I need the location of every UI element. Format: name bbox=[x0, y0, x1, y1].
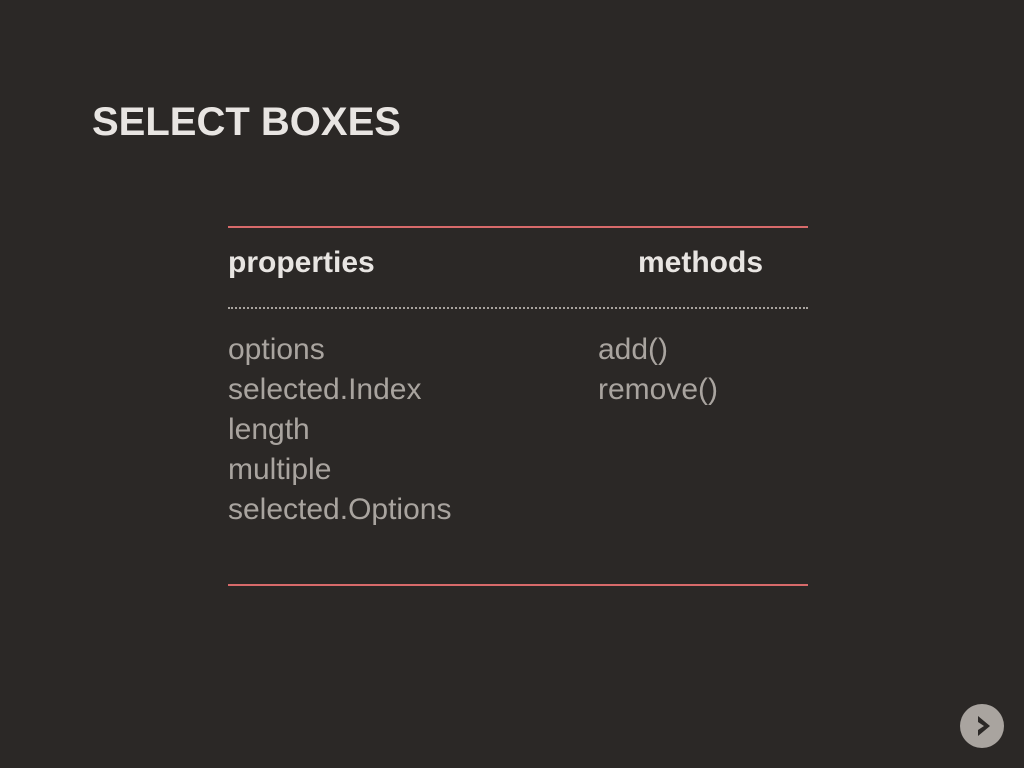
arrow-right-circle-icon bbox=[960, 704, 1004, 748]
reference-table: properties methods options selected.Inde… bbox=[228, 0, 808, 768]
column-body-methods: add() remove() bbox=[598, 330, 718, 410]
column-header-methods: methods bbox=[638, 246, 763, 280]
column-header-properties: properties bbox=[228, 246, 375, 280]
method-item: add() bbox=[598, 330, 718, 370]
method-item: remove() bbox=[598, 370, 718, 410]
table-rule-bottom bbox=[228, 584, 808, 586]
property-item: selected.Index bbox=[228, 370, 451, 410]
next-slide-button[interactable] bbox=[960, 704, 1004, 748]
slide: SELECT BOXES properties methods options … bbox=[0, 0, 1024, 768]
table-rule-top bbox=[228, 226, 808, 228]
property-item: options bbox=[228, 330, 451, 370]
column-body-properties: options selected.Index length multiple s… bbox=[228, 330, 451, 530]
property-item: selected.Options bbox=[228, 490, 451, 530]
property-item: multiple bbox=[228, 450, 451, 490]
table-rule-divider bbox=[228, 307, 808, 309]
property-item: length bbox=[228, 410, 451, 450]
